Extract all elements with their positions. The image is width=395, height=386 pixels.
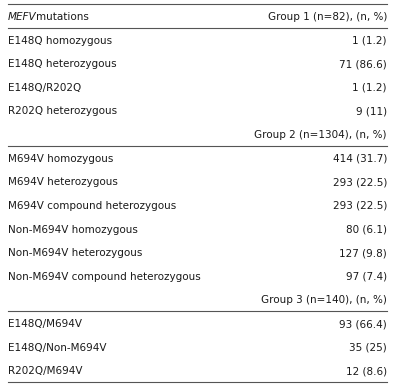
Text: 293 (22.5): 293 (22.5) bbox=[333, 178, 387, 187]
Text: 12 (8.6): 12 (8.6) bbox=[346, 366, 387, 376]
Text: mutations: mutations bbox=[36, 12, 89, 22]
Text: 9 (11): 9 (11) bbox=[356, 107, 387, 117]
Text: E148Q/M694V: E148Q/M694V bbox=[8, 319, 82, 329]
Text: 293 (22.5): 293 (22.5) bbox=[333, 201, 387, 211]
Text: 97 (7.4): 97 (7.4) bbox=[346, 272, 387, 282]
Text: M694V homozygous: M694V homozygous bbox=[8, 154, 113, 164]
Text: M694V compound heterozygous: M694V compound heterozygous bbox=[8, 201, 176, 211]
Text: E148Q/R202Q: E148Q/R202Q bbox=[8, 83, 81, 93]
Text: 93 (66.4): 93 (66.4) bbox=[339, 319, 387, 329]
Text: E148Q heterozygous: E148Q heterozygous bbox=[8, 59, 117, 69]
Text: Group 2 (n=1304), (n, %): Group 2 (n=1304), (n, %) bbox=[254, 130, 387, 140]
Text: Group 1 (n=82), (n, %): Group 1 (n=82), (n, %) bbox=[268, 12, 387, 22]
Text: Non-M694V heterozygous: Non-M694V heterozygous bbox=[8, 248, 142, 258]
Text: Non-M694V compound heterozygous: Non-M694V compound heterozygous bbox=[8, 272, 201, 282]
Text: 1 (1.2): 1 (1.2) bbox=[352, 36, 387, 46]
Text: 35 (25): 35 (25) bbox=[349, 343, 387, 353]
Text: E148Q homozygous: E148Q homozygous bbox=[8, 36, 112, 46]
Text: 80 (6.1): 80 (6.1) bbox=[346, 225, 387, 235]
Text: 71 (86.6): 71 (86.6) bbox=[339, 59, 387, 69]
Text: M694V heterozygous: M694V heterozygous bbox=[8, 178, 118, 187]
Text: 127 (9.8): 127 (9.8) bbox=[339, 248, 387, 258]
Text: MEFV: MEFV bbox=[8, 12, 37, 22]
Text: Non-M694V homozygous: Non-M694V homozygous bbox=[8, 225, 138, 235]
Text: R202Q heterozygous: R202Q heterozygous bbox=[8, 107, 117, 117]
Text: 414 (31.7): 414 (31.7) bbox=[333, 154, 387, 164]
Text: R202Q/M694V: R202Q/M694V bbox=[8, 366, 83, 376]
Text: 1 (1.2): 1 (1.2) bbox=[352, 83, 387, 93]
Text: E148Q/Non-M694V: E148Q/Non-M694V bbox=[8, 343, 107, 353]
Text: Group 3 (n=140), (n, %): Group 3 (n=140), (n, %) bbox=[261, 296, 387, 305]
